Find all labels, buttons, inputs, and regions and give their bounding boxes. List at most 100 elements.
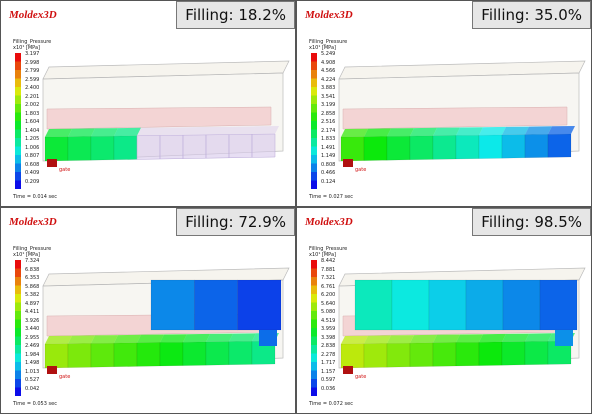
bottom-segment [114,136,137,160]
bottom-segment [525,341,548,365]
top-segment [355,280,392,330]
scale-label: 4.566 [321,68,335,74]
bottom-segment [502,342,525,366]
scale-label: 7.881 [321,267,335,273]
bottom-segment [183,135,206,159]
colorbar-cell [311,286,317,295]
bottom-segment [479,342,502,366]
bottom-segment [364,136,387,160]
colorbar-cell [311,181,317,190]
scale-label: 1.984 [25,352,39,358]
bottom-top [433,335,460,343]
top-segment [540,280,577,330]
scale-label: 1.604 [25,119,39,125]
colorbar-cell [311,121,317,130]
bottom-segment [114,343,137,367]
scale-label: 0.042 [25,386,39,392]
colorbar-cell [311,311,317,320]
scale-label: 2.858 [321,111,335,117]
scale-label: 0.807 [25,153,39,159]
bottom-top [91,128,118,136]
colorbar-cell [311,345,317,354]
colorbar-cell [15,53,21,62]
colorbar-cell [311,164,317,173]
scale-label: 1.498 [25,360,39,366]
scale-label: 3.398 [321,335,335,341]
bottom-top [183,127,210,135]
colorbar-cell [15,371,21,380]
scale-label: 3.959 [321,326,335,332]
scale-label: 3.197 [25,51,39,57]
colorbar-cell [15,311,21,320]
colorbar-cell [15,337,21,346]
bottom-top [548,126,575,134]
colorbar-cell [15,294,21,303]
scale-label: 1.006 [25,145,39,151]
scale-label: 2.174 [321,128,335,134]
time-label: Time = 0.072 sec [309,401,353,407]
colorbar-cell [311,371,317,380]
scale-label: 2.799 [25,68,39,74]
bottom-segment [502,135,525,159]
filling-label: Filling: 18.2% [176,1,295,29]
colorbar-cell [311,320,317,329]
scale-label: 8.442 [321,258,335,264]
time-label: Time = 0.053 sec [13,401,57,407]
bottom-top [525,333,552,341]
colorbar-cell [15,87,21,96]
colorbar-cell [15,379,21,388]
bottom-segment [137,343,160,367]
colorbar-cell [15,269,21,278]
bottom-segment [387,136,410,160]
bottom-segment [160,342,183,366]
bottom-top [502,334,529,342]
bottom-top [229,333,256,341]
scale-label: 5.249 [321,51,335,57]
scale-label: 2.955 [25,335,39,341]
scale-label: 4.908 [321,60,335,66]
gate-marker [47,366,57,374]
colorbar-cell [15,147,21,156]
scale-label: 3.883 [321,85,335,91]
bottom-top [410,128,437,136]
bottom-top [160,127,187,135]
scale-label: 5.640 [321,301,335,307]
bottom-segment [91,136,114,160]
bottom-top [364,335,391,343]
bottom-segment [68,343,91,367]
scale-label: 3.199 [321,102,335,108]
bottom-segment [160,135,183,159]
bottom-top [252,126,279,134]
bottom-segment [137,136,160,160]
colorbar-cell [15,328,21,337]
model-view [1,208,295,413]
scale-label: 5.868 [25,284,39,290]
panel: Moldex3DFilling: 35.0%Filling_Pressurex1… [296,0,592,207]
colorbar-cell [311,303,317,312]
scale-label: 1.717 [321,360,335,366]
colorbar-cell [15,181,21,190]
bottom-segment [456,135,479,159]
bottom-segment [548,134,571,157]
bottom-top [68,335,95,343]
gate-marker [343,159,353,167]
colorbar-cell [15,345,21,354]
colorbar-cell [311,362,317,371]
bottom-segment [229,134,252,158]
scale-label: 2.400 [25,85,39,91]
scale-label: 2.516 [321,119,335,125]
scale-label: 0.527 [25,377,39,383]
colorbar-cell [311,277,317,286]
colorbar-cell [15,286,21,295]
bottom-top [410,335,437,343]
bottom-segment [206,342,229,366]
bottom-top [114,335,141,343]
bottom-segment [229,341,252,365]
scale-label: 1.833 [321,136,335,142]
scale-label: 0.036 [321,386,335,392]
scale-label: 6.200 [321,292,335,298]
scale-label: 1.205 [25,136,39,142]
gate-label: gate [59,167,70,173]
scale-label: 1.157 [321,369,335,375]
colorbar-cell [15,320,21,329]
